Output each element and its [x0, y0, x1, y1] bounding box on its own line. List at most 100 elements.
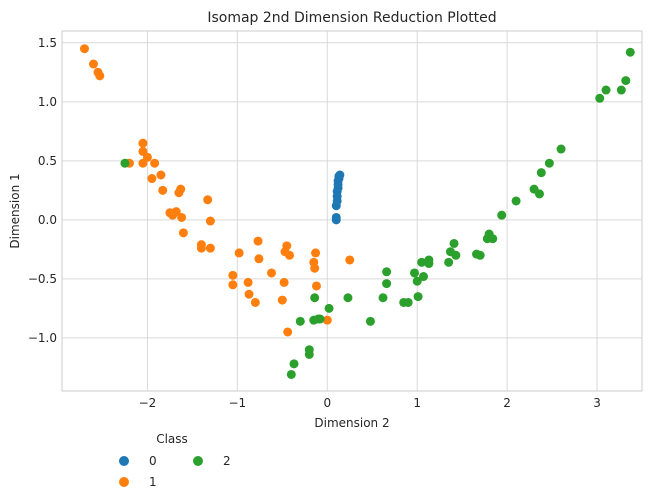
data-point-class-2 — [616, 85, 626, 95]
data-point-class-2 — [324, 303, 334, 313]
y-tick-label: 0.0 — [38, 213, 57, 227]
series-class-2 — [120, 47, 635, 379]
data-point-class-1 — [176, 184, 186, 194]
data-point-class-1 — [79, 44, 89, 54]
data-point-class-1 — [277, 295, 287, 305]
data-point-class-2 — [444, 257, 454, 267]
data-point-class-1 — [228, 280, 238, 290]
data-point-class-1 — [177, 212, 187, 222]
data-point-class-2 — [409, 268, 419, 278]
y-tick-label: −0.5 — [28, 272, 57, 286]
data-point-class-2 — [601, 85, 611, 95]
x-tick-label: 2 — [503, 396, 511, 410]
x-tick-label: −1 — [228, 396, 246, 410]
data-point-class-2 — [378, 293, 388, 303]
y-axis-label: Dimension 1 — [8, 173, 22, 248]
data-point-class-1 — [234, 248, 244, 258]
data-point-class-1 — [243, 277, 253, 287]
data-point-class-1 — [244, 289, 254, 299]
y-tick-label: 0.5 — [38, 154, 57, 168]
data-point-class-2 — [534, 189, 544, 199]
data-point-class-1 — [253, 236, 263, 246]
data-point-class-2 — [403, 297, 413, 307]
data-point-class-2 — [488, 234, 498, 244]
data-point-class-2 — [497, 210, 507, 220]
data-point-class-1 — [171, 207, 181, 217]
x-tick-label: −2 — [139, 396, 157, 410]
data-point-class-1 — [282, 241, 292, 251]
x-tick-labels: −2 −1 0 1 2 3 — [139, 396, 601, 410]
legend-marker-class-0 — [119, 456, 129, 466]
data-point-class-2 — [413, 292, 423, 302]
data-point-class-1 — [178, 228, 188, 238]
data-point-class-0 — [331, 212, 341, 222]
data-point-class-1 — [322, 315, 332, 325]
x-tick-label: 0 — [323, 396, 331, 410]
data-point-class-1 — [205, 243, 215, 253]
data-point-class-1 — [311, 248, 321, 258]
data-point-class-1 — [250, 297, 260, 307]
data-point-class-1 — [228, 270, 238, 280]
legend-label-class-0: 0 — [149, 454, 157, 468]
data-point-class-1 — [279, 277, 289, 287]
data-point-class-1 — [95, 71, 105, 81]
data-point-class-2 — [475, 250, 485, 260]
data-point-class-2 — [289, 359, 299, 369]
data-point-class-1 — [156, 170, 166, 180]
data-point-class-2 — [536, 168, 546, 178]
data-point-class-1 — [138, 138, 148, 148]
data-point-class-2 — [449, 238, 459, 248]
legend: Class 0 1 2 — [119, 432, 231, 489]
series-class-1 — [79, 44, 355, 337]
legend-title: Class — [156, 432, 188, 446]
data-point-class-1 — [142, 152, 152, 162]
data-points — [79, 44, 635, 379]
plot-frame — [61, 30, 643, 392]
y-tick-label: 1.5 — [38, 36, 57, 50]
data-point-class-1 — [88, 59, 98, 69]
data-point-class-2 — [424, 255, 434, 265]
data-point-class-2 — [621, 76, 631, 86]
y-tick-labels: −1.0 −0.5 0.0 0.5 1.0 1.5 — [28, 36, 57, 345]
legend-label-class-1: 1 — [149, 475, 157, 489]
data-point-class-2 — [286, 369, 296, 379]
data-point-class-2 — [343, 293, 353, 303]
grid-lines — [62, 31, 642, 391]
data-point-class-1 — [203, 195, 213, 205]
data-point-class-1 — [285, 250, 295, 260]
data-point-class-2 — [418, 272, 428, 282]
data-point-class-2 — [365, 316, 375, 326]
data-point-class-1 — [345, 255, 355, 265]
data-point-class-2 — [451, 250, 461, 260]
legend-marker-class-2 — [193, 456, 203, 466]
data-point-class-2 — [310, 293, 320, 303]
legend-label-class-2: 2 — [223, 454, 231, 468]
chart-title: Isomap 2nd Dimension Reduction Plotted — [207, 10, 496, 26]
data-point-class-2 — [295, 316, 305, 326]
data-point-class-2 — [556, 144, 566, 154]
data-point-class-1 — [158, 185, 168, 195]
data-point-class-2 — [417, 257, 427, 267]
data-point-class-2 — [382, 279, 392, 289]
data-point-class-2 — [625, 47, 635, 57]
data-point-class-1 — [267, 268, 277, 278]
x-tick-label: 3 — [593, 396, 601, 410]
data-point-class-2 — [511, 196, 521, 206]
legend-marker-class-1 — [119, 477, 129, 487]
data-point-class-2 — [315, 314, 325, 324]
data-point-class-1 — [254, 254, 264, 264]
data-point-class-2 — [304, 349, 314, 359]
data-point-class-1 — [283, 327, 293, 337]
data-point-class-1 — [147, 174, 157, 184]
data-point-class-1 — [311, 281, 321, 291]
data-point-class-0 — [335, 170, 345, 180]
data-point-class-1 — [310, 263, 320, 273]
data-point-class-1 — [150, 158, 160, 168]
data-point-class-2 — [382, 267, 392, 277]
y-tick-label: 1.0 — [38, 95, 57, 109]
y-tick-label: −1.0 — [28, 331, 57, 345]
x-tick-label: 1 — [413, 396, 421, 410]
data-point-class-2 — [412, 276, 422, 286]
data-point-class-1 — [196, 243, 206, 253]
